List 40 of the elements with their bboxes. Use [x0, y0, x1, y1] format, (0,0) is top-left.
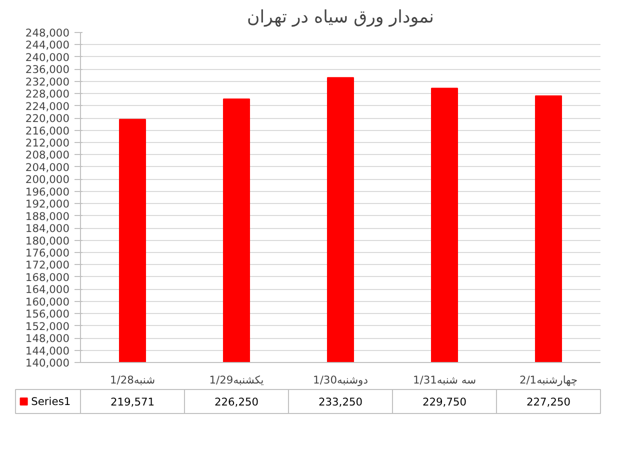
y-tick-label: 232,000: [25, 75, 70, 88]
data-label: 227,250: [526, 396, 571, 408]
chart-title: نمودار ورق سیاه در تهران: [246, 8, 434, 28]
x-tick-label: شنبه1/28: [110, 374, 156, 386]
y-tick-label: 212,000: [25, 136, 70, 150]
y-tick-label: 184,000: [25, 222, 70, 236]
x-tick-label: دوشنبه1/30: [313, 374, 368, 386]
y-tick-label: 216,000: [25, 124, 70, 138]
data-label: 226,250: [214, 396, 259, 408]
y-tick-label: 148,000: [25, 332, 70, 346]
y-tick-label: 228,000: [25, 88, 70, 101]
y-tick-label: 144,000: [25, 344, 70, 358]
y-tick-label: 140,000: [25, 356, 70, 370]
y-tick-label: 180,000: [25, 234, 70, 248]
data-label: 229,750: [422, 396, 467, 408]
x-tick-label: چهارشنبه2/1: [519, 374, 578, 386]
y-tick-label: 172,000: [25, 258, 70, 272]
y-tick-label: 248,000: [25, 26, 70, 40]
y-tick-label: 156,000: [25, 308, 70, 321]
data-label: 219,571: [110, 396, 155, 408]
y-tick-label: 224,000: [25, 100, 70, 113]
y-tick-label: 236,000: [25, 63, 70, 76]
x-tick-label: یکشنبه1/29: [209, 374, 264, 386]
y-tick-label: 220,000: [25, 112, 70, 126]
y-tick-label: 176,000: [25, 246, 70, 260]
y-tick-label: 196,000: [25, 185, 70, 198]
y-tick-label: 244,000: [25, 38, 70, 52]
legend-label: Series1: [31, 395, 71, 408]
y-tick-label: 160,000: [25, 295, 70, 308]
y-tick-label: 164,000: [25, 283, 70, 296]
y-tick-label: 168,000: [25, 270, 70, 284]
y-tick-label: 200,000: [25, 173, 70, 186]
x-tick-label: سه شنبه1/31: [412, 374, 476, 386]
y-tick-label: 204,000: [25, 160, 70, 174]
y-tick-label: 152,000: [25, 320, 70, 333]
y-tick-label: 240,000: [25, 50, 70, 64]
data-label: 233,250: [318, 396, 363, 408]
y-tick-label: 208,000: [25, 148, 70, 162]
y-tick-label: 192,000: [25, 198, 70, 211]
y-tick-label: 188,000: [25, 210, 70, 223]
